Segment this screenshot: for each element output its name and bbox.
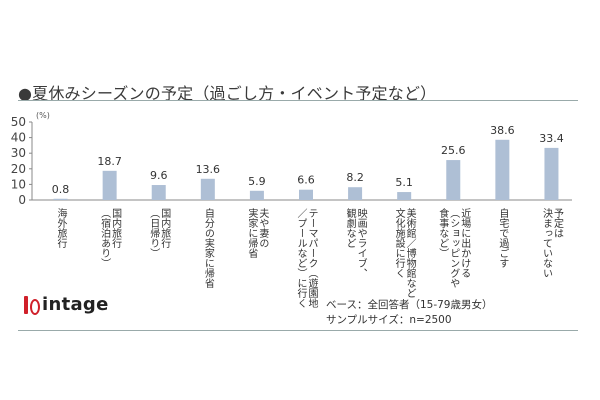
bottom-rule bbox=[18, 330, 578, 331]
bar bbox=[53, 198, 68, 200]
x-category-label-line: 国内旅行 bbox=[159, 208, 171, 249]
bar bbox=[200, 178, 215, 200]
sample-size-note: サンプルサイズ：n=2500 bbox=[326, 314, 452, 326]
bar bbox=[495, 139, 510, 200]
x-category-label: 予定は決まっていない bbox=[540, 208, 563, 278]
y-tick-label: 30 bbox=[11, 146, 26, 160]
x-category-label-line: 自宅で過ごす bbox=[497, 207, 509, 268]
x-category-label: 近場に出かける（ショッピングや食事など） bbox=[437, 207, 471, 288]
bar-value-label: 13.6 bbox=[196, 163, 221, 176]
chart-title-text: ●夏休みシーズンの予定（過ごし方・イベント予定など） bbox=[18, 84, 437, 103]
bar-value-label: 33.4 bbox=[539, 132, 564, 145]
bar bbox=[102, 170, 117, 200]
bar bbox=[397, 192, 412, 200]
x-category-label: 美術館／博物館など文化施設に行く bbox=[393, 207, 416, 298]
x-category-label: 海外旅行 bbox=[55, 207, 67, 249]
x-category-label-line: （ショッピングや bbox=[448, 208, 460, 288]
survey-notes: ベース：全回答者（15-79歳男女） サンプルサイズ：n=2500 bbox=[326, 298, 493, 328]
x-category-label: 夫や妻の実家に帰省 bbox=[246, 207, 269, 259]
x-category-label-line: 自分の実家に帰省 bbox=[202, 207, 214, 289]
bar-value-label: 18.7 bbox=[97, 155, 122, 168]
x-category-label-line: 海外旅行 bbox=[55, 207, 67, 249]
y-tick-label: 10 bbox=[11, 177, 26, 191]
x-category-label-line: 予定は bbox=[551, 208, 563, 238]
x-category-label-line: 実家に帰省 bbox=[246, 207, 258, 259]
bar-value-label: 0.8 bbox=[52, 183, 70, 196]
x-category-label: 国内旅行（日帰り） bbox=[148, 208, 171, 258]
x-category-label: 自宅で過ごす bbox=[497, 207, 509, 268]
top-rule bbox=[18, 100, 578, 101]
bar-value-label: 38.6 bbox=[490, 124, 515, 137]
x-category-label-line: 夫や妻の bbox=[257, 208, 269, 248]
x-category-label-line: テーマパーク（遊園地 bbox=[306, 208, 318, 308]
bar bbox=[249, 190, 264, 200]
bar-value-label: 5.1 bbox=[395, 176, 413, 189]
x-category-label-line: （日帰り） bbox=[148, 208, 160, 258]
x-category-label-line: 国内旅行 bbox=[110, 208, 122, 249]
intage-logo-mark-icon bbox=[22, 295, 40, 315]
bar bbox=[348, 187, 363, 200]
bar-value-label: 8.2 bbox=[346, 171, 364, 184]
x-category-label-line: 近場に出かける bbox=[459, 207, 471, 278]
bar bbox=[446, 160, 461, 200]
y-tick-label: 0 bbox=[18, 193, 26, 207]
bar-value-label: 6.6 bbox=[297, 174, 315, 187]
bar bbox=[544, 147, 559, 200]
x-category-label-line: 決まっていない bbox=[540, 208, 552, 278]
bar-value-label: 5.9 bbox=[248, 175, 266, 188]
x-category-label: 国内旅行（宿泊あり） bbox=[99, 208, 122, 268]
intage-logo: intage bbox=[22, 294, 109, 315]
x-category-label: 映画やライブ、観劇など bbox=[344, 207, 367, 278]
x-category-label-line: 観劇など bbox=[344, 207, 356, 248]
bar-value-label: 25.6 bbox=[441, 144, 466, 157]
bar-value-label: 9.6 bbox=[150, 169, 168, 182]
x-category-label: 自分の実家に帰省 bbox=[202, 207, 214, 289]
x-category-label-line: 美術館／博物館など bbox=[404, 207, 416, 298]
chart-title: ●夏休みシーズンの予定（過ごし方・イベント予定など） bbox=[18, 80, 436, 104]
base-note: ベース：全回答者（15-79歳男女） bbox=[326, 299, 493, 311]
y-tick-label: 50 bbox=[11, 115, 26, 129]
x-category-label-line: 食事など） bbox=[437, 207, 449, 258]
bar bbox=[151, 185, 166, 200]
y-tick-label: 40 bbox=[11, 131, 26, 145]
x-category-label-line: （宿泊あり） bbox=[99, 208, 111, 268]
y-tick-label: 20 bbox=[11, 162, 26, 176]
x-category-label-line: 文化施設に行く bbox=[393, 207, 405, 278]
bar bbox=[299, 189, 313, 200]
y-unit-label: (%) bbox=[36, 111, 50, 120]
x-category-label-line: ／プールなど）に行く bbox=[295, 208, 307, 308]
intage-logo-wordmark: intage bbox=[42, 294, 109, 315]
x-category-label-line: 映画やライブ、 bbox=[355, 208, 367, 278]
x-category-label: テーマパーク（遊園地／プールなど）に行く bbox=[295, 208, 318, 308]
